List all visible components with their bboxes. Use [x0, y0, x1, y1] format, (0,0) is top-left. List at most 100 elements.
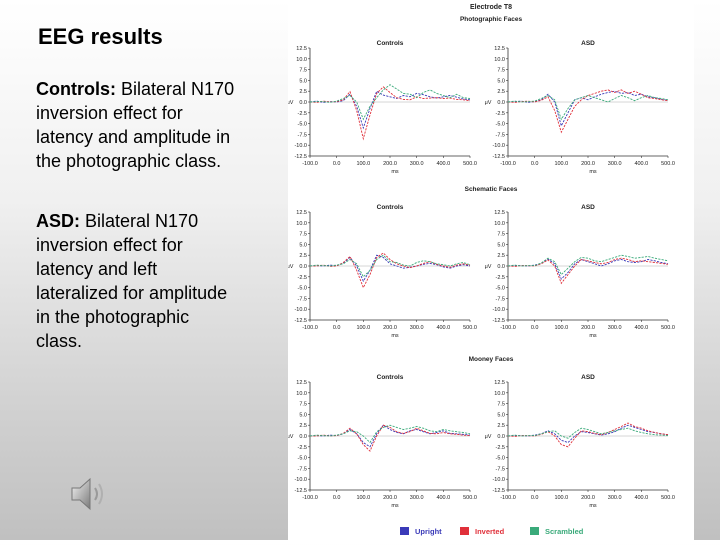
y-tick-label: -12.5 [492, 488, 505, 494]
legend-swatch [400, 527, 409, 535]
y-tick-label: 0.0 [299, 264, 307, 270]
x-tick-label: -100.0 [500, 495, 516, 501]
series-line-upright [309, 90, 471, 130]
y-tick-label: 7.5 [299, 68, 307, 74]
series-line-scrambled [507, 427, 669, 439]
y-tick-label: 12.5 [296, 210, 307, 216]
erp-figure: Electrode T8 Photographic Faces Controls 12… [287, 0, 694, 540]
x-tick-label: 200.0 [383, 495, 397, 501]
y-tick-label: 5.0 [299, 78, 307, 84]
y-tick-label: 2.5 [497, 89, 505, 95]
x-axis-label: ms [589, 169, 597, 175]
x-tick-label: 400.0 [634, 161, 648, 167]
x-tick-label: 300.0 [608, 495, 622, 501]
series-line-scrambled [309, 254, 471, 278]
legend-label: Scrambled [545, 527, 584, 536]
y-tick-label: -12.5 [294, 154, 307, 160]
x-tick-label: -100.0 [500, 161, 516, 167]
y-tick-label: 2.5 [299, 89, 307, 95]
y-tick-label: 12.5 [494, 210, 505, 216]
x-tick-label: 400.0 [634, 325, 648, 331]
series-line-upright [507, 90, 669, 128]
series-line-inverted [309, 86, 471, 141]
x-tick-label: 400.0 [436, 161, 450, 167]
y-axis-label: μV [485, 100, 492, 106]
series-line-inverted [310, 424, 471, 452]
x-tick-label: 400.0 [634, 495, 648, 501]
row-title: Schematic Faces [465, 186, 518, 193]
x-tick-label: 100.0 [554, 325, 568, 331]
y-tick-label: 12.5 [494, 46, 505, 52]
x-tick-label: 0.0 [531, 325, 539, 331]
x-tick-label: 200.0 [383, 161, 397, 167]
chart-title: Electrode T8 [470, 4, 512, 11]
series-line-upright [309, 254, 471, 283]
x-tick-label: 500.0 [661, 325, 675, 331]
y-axis-label: μV [288, 100, 294, 106]
x-axis-label: ms [391, 503, 399, 509]
controls-label: Controls: [36, 79, 116, 99]
x-tick-label: 500.0 [661, 161, 675, 167]
x-tick-label: 0.0 [531, 161, 539, 167]
y-tick-label: -7.5 [298, 466, 307, 472]
x-axis-label: ms [391, 169, 399, 175]
series-line-scrambled [309, 424, 471, 444]
y-tick-label: -5.0 [298, 456, 307, 462]
y-tick-label: -10.0 [492, 477, 505, 483]
y-tick-label: -7.5 [298, 296, 307, 302]
y-tick-label: 12.5 [296, 380, 307, 386]
y-tick-label: -2.5 [298, 275, 307, 281]
y-tick-label: -5.0 [298, 122, 307, 128]
y-tick-label: 10.0 [296, 221, 307, 227]
x-tick-label: 300.0 [410, 495, 424, 501]
y-tick-label: 7.5 [497, 232, 505, 238]
x-tick-label: 100.0 [554, 495, 568, 501]
y-tick-label: 2.5 [497, 253, 505, 259]
panel-title: ASD [581, 204, 595, 211]
x-axis-label: ms [391, 333, 399, 339]
y-tick-label: -2.5 [298, 111, 307, 117]
y-tick-label: -7.5 [496, 132, 505, 138]
y-axis-label: μV [485, 264, 492, 270]
panel-title: ASD [581, 374, 595, 381]
row-title: Mooney Faces [469, 356, 514, 363]
y-tick-label: -10.0 [294, 307, 307, 313]
y-tick-label: 10.0 [296, 57, 307, 63]
y-tick-label: -2.5 [496, 111, 505, 117]
y-axis-label: μV [288, 434, 294, 440]
x-tick-label: 200.0 [581, 495, 595, 501]
x-tick-label: -100.0 [500, 325, 516, 331]
speaker-icon[interactable] [70, 476, 110, 512]
x-tick-label: 100.0 [554, 161, 568, 167]
x-tick-label: 200.0 [581, 325, 595, 331]
x-tick-label: 500.0 [463, 161, 477, 167]
y-axis-label: μV [485, 434, 492, 440]
series-line-scrambled [507, 94, 669, 121]
y-tick-label: -12.5 [492, 154, 505, 160]
y-tick-label: -10.0 [294, 143, 307, 149]
x-tick-label: 500.0 [661, 495, 675, 501]
y-tick-label: 10.0 [296, 391, 307, 397]
series-line-inverted [507, 257, 669, 285]
y-tick-label: -5.0 [496, 286, 505, 292]
panel-title: Controls [377, 374, 404, 381]
y-tick-label: 7.5 [497, 402, 505, 408]
series-line-upright [507, 424, 669, 444]
x-tick-label: -100.0 [302, 325, 318, 331]
x-tick-label: 0.0 [333, 161, 341, 167]
y-tick-label: 0.0 [299, 434, 307, 440]
series-line-upright [309, 424, 471, 448]
x-tick-label: 400.0 [436, 495, 450, 501]
x-tick-label: 400.0 [436, 325, 450, 331]
x-tick-label: 200.0 [383, 325, 397, 331]
y-tick-label: 10.0 [494, 57, 505, 63]
y-tick-label: -2.5 [298, 445, 307, 451]
legend-swatch [530, 527, 539, 535]
y-tick-label: 2.5 [299, 253, 307, 259]
y-axis-label: μV [288, 264, 294, 270]
y-tick-label: 10.0 [494, 221, 505, 227]
y-tick-label: -2.5 [496, 445, 505, 451]
row-title: Photographic Faces [460, 16, 523, 23]
y-tick-label: 0.0 [497, 264, 505, 270]
x-tick-label: 100.0 [356, 161, 370, 167]
